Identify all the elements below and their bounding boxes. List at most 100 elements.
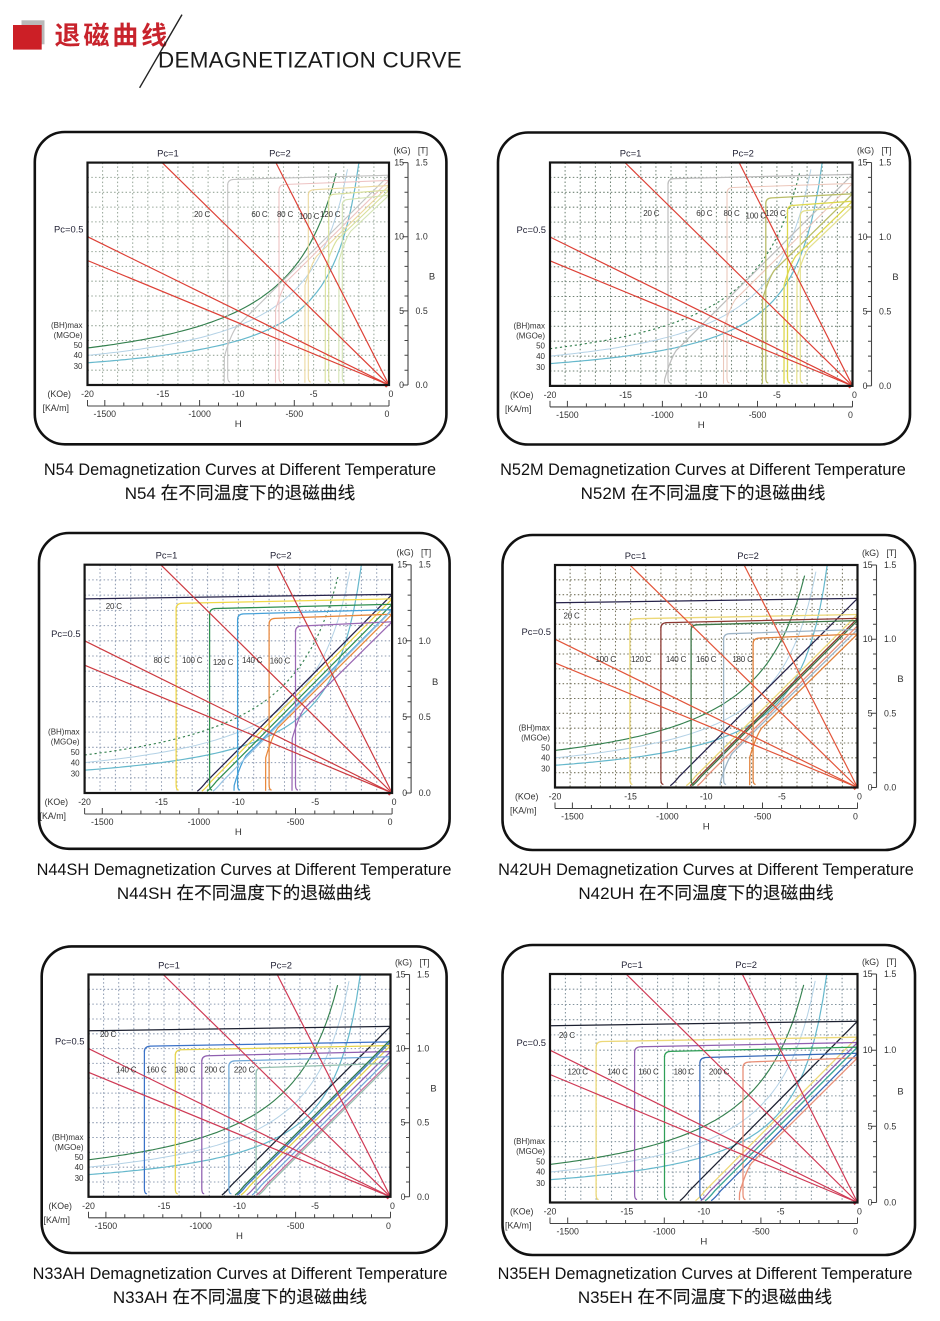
svg-text:0.0: 0.0: [417, 1192, 429, 1202]
svg-text:140 C: 140 C: [116, 1065, 137, 1074]
svg-text:40: 40: [536, 1168, 545, 1177]
svg-text:(kG): (kG): [393, 146, 410, 156]
svg-text:-500: -500: [752, 1227, 770, 1237]
svg-text:120 C: 120 C: [568, 1068, 589, 1077]
svg-text:15: 15: [397, 560, 407, 570]
svg-text:-15: -15: [619, 390, 632, 400]
svg-text:1.0: 1.0: [884, 1045, 896, 1055]
svg-text:-1500: -1500: [91, 817, 114, 827]
svg-text:50: 50: [75, 1153, 84, 1162]
svg-text:-15: -15: [624, 792, 637, 802]
svg-text:10: 10: [858, 232, 868, 242]
svg-text:0.0: 0.0: [879, 381, 891, 391]
svg-text:-5: -5: [310, 389, 318, 399]
svg-text:-15: -15: [157, 389, 170, 399]
svg-text:10: 10: [863, 634, 873, 644]
svg-text:N33AH: N33AH: [113, 1288, 168, 1307]
svg-text:[T]: [T]: [418, 146, 428, 156]
svg-text:-10: -10: [232, 797, 245, 807]
svg-text:5: 5: [401, 1118, 406, 1128]
svg-text:0: 0: [401, 1192, 406, 1202]
svg-text:-15: -15: [158, 1201, 171, 1211]
svg-text:0.0: 0.0: [419, 788, 431, 798]
svg-text:1.5: 1.5: [879, 158, 891, 168]
svg-text:(MGOe): (MGOe): [516, 332, 545, 341]
svg-text:(BH)max: (BH)max: [513, 1137, 545, 1146]
svg-text:[KA/m]: [KA/m]: [44, 1215, 70, 1225]
svg-text:B: B: [892, 271, 898, 282]
svg-text:180 C: 180 C: [732, 655, 753, 664]
svg-text:(KOe): (KOe): [510, 390, 534, 400]
svg-text:[T]: [T]: [886, 957, 896, 967]
svg-text:30: 30: [75, 1174, 84, 1183]
svg-text:120 C: 120 C: [631, 655, 652, 664]
svg-text:0: 0: [399, 380, 404, 390]
svg-text:80 C: 80 C: [277, 210, 294, 219]
svg-text:Pc=2: Pc=2: [735, 959, 757, 970]
svg-text:220 C: 220 C: [234, 1065, 255, 1074]
svg-text:15: 15: [863, 560, 873, 570]
svg-text:[T]: [T]: [419, 958, 429, 968]
svg-text:(BH)max: (BH)max: [518, 723, 550, 732]
svg-text:(kG): (kG): [857, 146, 874, 156]
svg-text:180 C: 180 C: [175, 1065, 196, 1074]
svg-text:10: 10: [863, 1045, 873, 1055]
svg-text:0: 0: [848, 410, 853, 420]
svg-text:0.5: 0.5: [884, 708, 896, 718]
svg-text:B: B: [429, 271, 435, 282]
svg-text:Pc=1: Pc=1: [621, 959, 643, 970]
svg-text:30: 30: [536, 1179, 545, 1188]
svg-text:(MGOe): (MGOe): [516, 1147, 545, 1156]
svg-text:(kG): (kG): [862, 548, 879, 558]
svg-text:50: 50: [541, 744, 550, 753]
svg-text:Pc=2: Pc=2: [732, 148, 754, 159]
svg-text:15: 15: [858, 158, 868, 168]
svg-text:1.0: 1.0: [419, 636, 431, 646]
svg-text:B: B: [897, 673, 903, 684]
svg-text:-10: -10: [697, 1207, 710, 1217]
svg-text:40: 40: [75, 1163, 84, 1172]
svg-text:Pc=0.5: Pc=0.5: [517, 224, 546, 235]
svg-text:-1000: -1000: [656, 812, 679, 822]
svg-text:-1000: -1000: [651, 410, 674, 420]
svg-text:30: 30: [74, 362, 83, 371]
svg-text:1.5: 1.5: [884, 969, 896, 979]
svg-text:(MGOe): (MGOe): [54, 331, 83, 340]
svg-text:10: 10: [396, 1044, 406, 1054]
svg-text:-5: -5: [773, 390, 781, 400]
svg-text:30: 30: [71, 770, 80, 779]
svg-text:(MGOe): (MGOe): [55, 1143, 84, 1152]
svg-text:40: 40: [536, 352, 545, 361]
svg-text:0.0: 0.0: [884, 1198, 896, 1208]
svg-text:180 C: 180 C: [674, 1068, 695, 1077]
svg-text:B: B: [430, 1083, 436, 1094]
svg-text:-1500: -1500: [94, 409, 117, 419]
svg-text:[T]: [T]: [886, 548, 896, 558]
svg-text:-500: -500: [287, 1221, 305, 1231]
svg-text:(kG): (kG): [862, 957, 879, 967]
svg-text:80 C: 80 C: [153, 656, 170, 665]
svg-text:-1500: -1500: [556, 410, 579, 420]
svg-text:N35EH Demagnetization Curves a: N35EH Demagnetization Curves at Differen…: [498, 1265, 913, 1283]
svg-text:0: 0: [392, 797, 397, 807]
svg-text:0.0: 0.0: [884, 783, 896, 793]
svg-text:140 C: 140 C: [666, 655, 687, 664]
svg-text:50: 50: [536, 342, 545, 351]
svg-text:1.0: 1.0: [879, 232, 891, 242]
svg-text:DEMAGNETIZATION CURVE: DEMAGNETIZATION CURVE: [158, 48, 462, 73]
svg-text:1.0: 1.0: [416, 232, 428, 242]
svg-text:100 C: 100 C: [182, 656, 203, 665]
svg-text:N42UH: N42UH: [578, 884, 634, 903]
svg-text:20 C: 20 C: [106, 602, 123, 611]
svg-text:Pc=1: Pc=1: [158, 960, 180, 971]
svg-text:0: 0: [868, 1198, 873, 1208]
svg-text:160 C: 160 C: [696, 655, 717, 664]
svg-text:20 C: 20 C: [559, 1031, 576, 1040]
svg-text:40: 40: [71, 758, 80, 767]
svg-text:0: 0: [386, 1221, 391, 1231]
svg-text:Pc=1: Pc=1: [156, 550, 178, 561]
svg-text:0.5: 0.5: [879, 306, 891, 316]
svg-text:60 C: 60 C: [696, 209, 713, 218]
svg-text:30: 30: [536, 363, 545, 372]
svg-text:0.5: 0.5: [417, 1118, 429, 1128]
